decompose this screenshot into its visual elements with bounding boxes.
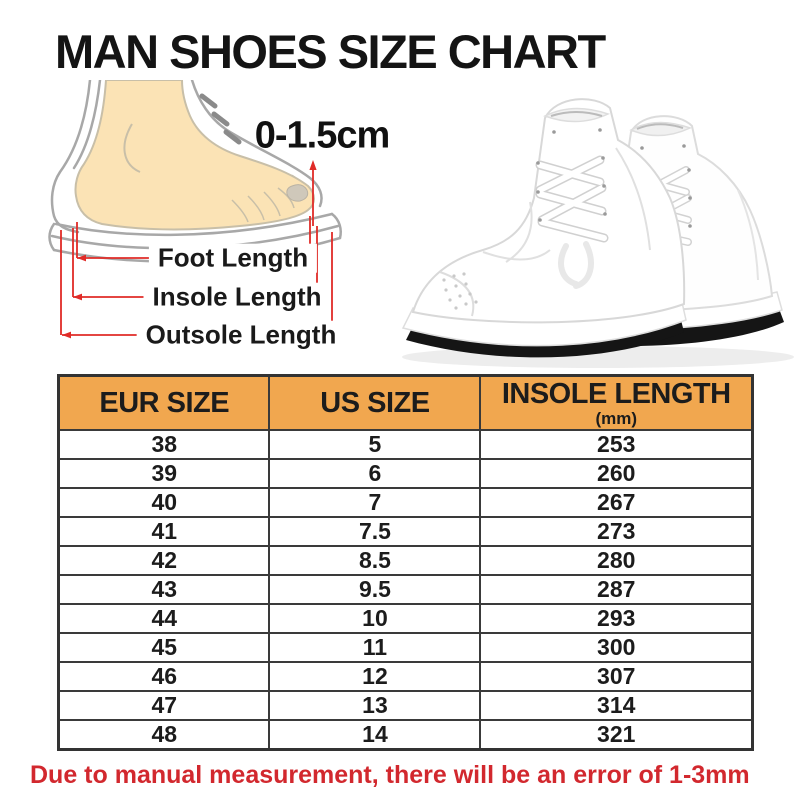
- foot-length-label: Foot Length: [148, 244, 318, 273]
- table-row: 42 8.5 280: [57, 544, 754, 576]
- insole-length-cell: 314: [479, 689, 754, 721]
- us-size-cell: 7.5: [268, 515, 482, 547]
- us-size-cell: 9.5: [268, 573, 482, 605]
- eur-size-cell: 46: [57, 660, 271, 692]
- toenail: [286, 184, 309, 202]
- foot-outline: [74, 80, 315, 231]
- eur-size-cell: 44: [57, 602, 271, 634]
- insole-length-cell: 267: [479, 486, 754, 518]
- eur-size-cell: 47: [57, 689, 271, 721]
- measurement-error-note: Due to manual measurement, there will be…: [30, 761, 750, 789]
- insole-length-cell: 253: [479, 428, 754, 460]
- header-eur-size: EUR SIZE: [57, 374, 271, 431]
- eur-size-cell: 42: [57, 544, 271, 576]
- eur-size-cell: 43: [57, 573, 271, 605]
- us-size-cell: 6: [268, 457, 482, 489]
- us-size-cell: 11: [268, 631, 482, 663]
- sneakers-photo: [401, 98, 794, 368]
- us-size-cell: 14: [268, 718, 482, 750]
- eur-size-cell: 48: [57, 718, 271, 750]
- foot-measurement-diagram: [48, 80, 342, 339]
- table-row: 40 7 267: [57, 486, 754, 518]
- insole-length-label: Insole Length: [143, 283, 331, 312]
- eur-size-cell: 40: [57, 486, 271, 518]
- us-size-cell: 12: [268, 660, 482, 692]
- insole-length-cell: 260: [479, 457, 754, 489]
- insole-length-cell: 293: [479, 602, 754, 634]
- front-shoe: [401, 98, 687, 358]
- toe-gap-arrow: [309, 160, 317, 226]
- toe-gap-label: 0-1.5cm: [254, 114, 391, 157]
- table-row: 38 5 253: [57, 428, 754, 460]
- us-size-cell: 8.5: [268, 544, 482, 576]
- table-row: 48 14 321: [57, 718, 754, 750]
- us-size-cell: 13: [268, 689, 482, 721]
- insole-length-cell: 300: [479, 631, 754, 663]
- table-row: 44 10 293: [57, 602, 754, 634]
- us-size-cell: 7: [268, 486, 482, 518]
- eur-size-cell: 39: [57, 457, 271, 489]
- header-us-size: US SIZE: [268, 374, 482, 431]
- size-table: EUR SIZE US SIZE INSOLE LENGTH (mm) 38 5 2…: [57, 374, 754, 751]
- table-header-row: EUR SIZE US SIZE INSOLE LENGTH (mm): [57, 374, 754, 431]
- table-row: 39 6 260: [57, 457, 754, 489]
- table-row: 41 7.5 273: [57, 515, 754, 547]
- size-table-container: EUR SIZE US SIZE INSOLE LENGTH (mm) 38 5 2…: [57, 374, 754, 751]
- header-insole-length: INSOLE LENGTH (mm): [479, 374, 754, 431]
- insole-length-cell: 287: [479, 573, 754, 605]
- page-title: MAN SHOES SIZE CHART: [55, 25, 606, 78]
- table-row: 47 13 314: [57, 689, 754, 721]
- eur-size-cell: 38: [57, 428, 271, 460]
- insole-unit-label: (mm): [595, 409, 637, 429]
- table-row: 46 12 307: [57, 660, 754, 692]
- insole-length-cell: 307: [479, 660, 754, 692]
- toe-perforations: [442, 272, 478, 310]
- lace-marks: [199, 93, 242, 145]
- table-row: 45 11 300: [57, 631, 754, 663]
- outsole-length-label: Outsole Length: [136, 321, 346, 350]
- table-row: 43 9.5 287: [57, 573, 754, 605]
- us-size-cell: 5: [268, 428, 482, 460]
- insole-length-cell: 273: [479, 515, 754, 547]
- us-size-cell: 10: [268, 602, 482, 634]
- eur-size-cell: 45: [57, 631, 271, 663]
- insole-length-cell: 321: [479, 718, 754, 750]
- eur-size-cell: 41: [57, 515, 271, 547]
- insole-length-cell: 280: [479, 544, 754, 576]
